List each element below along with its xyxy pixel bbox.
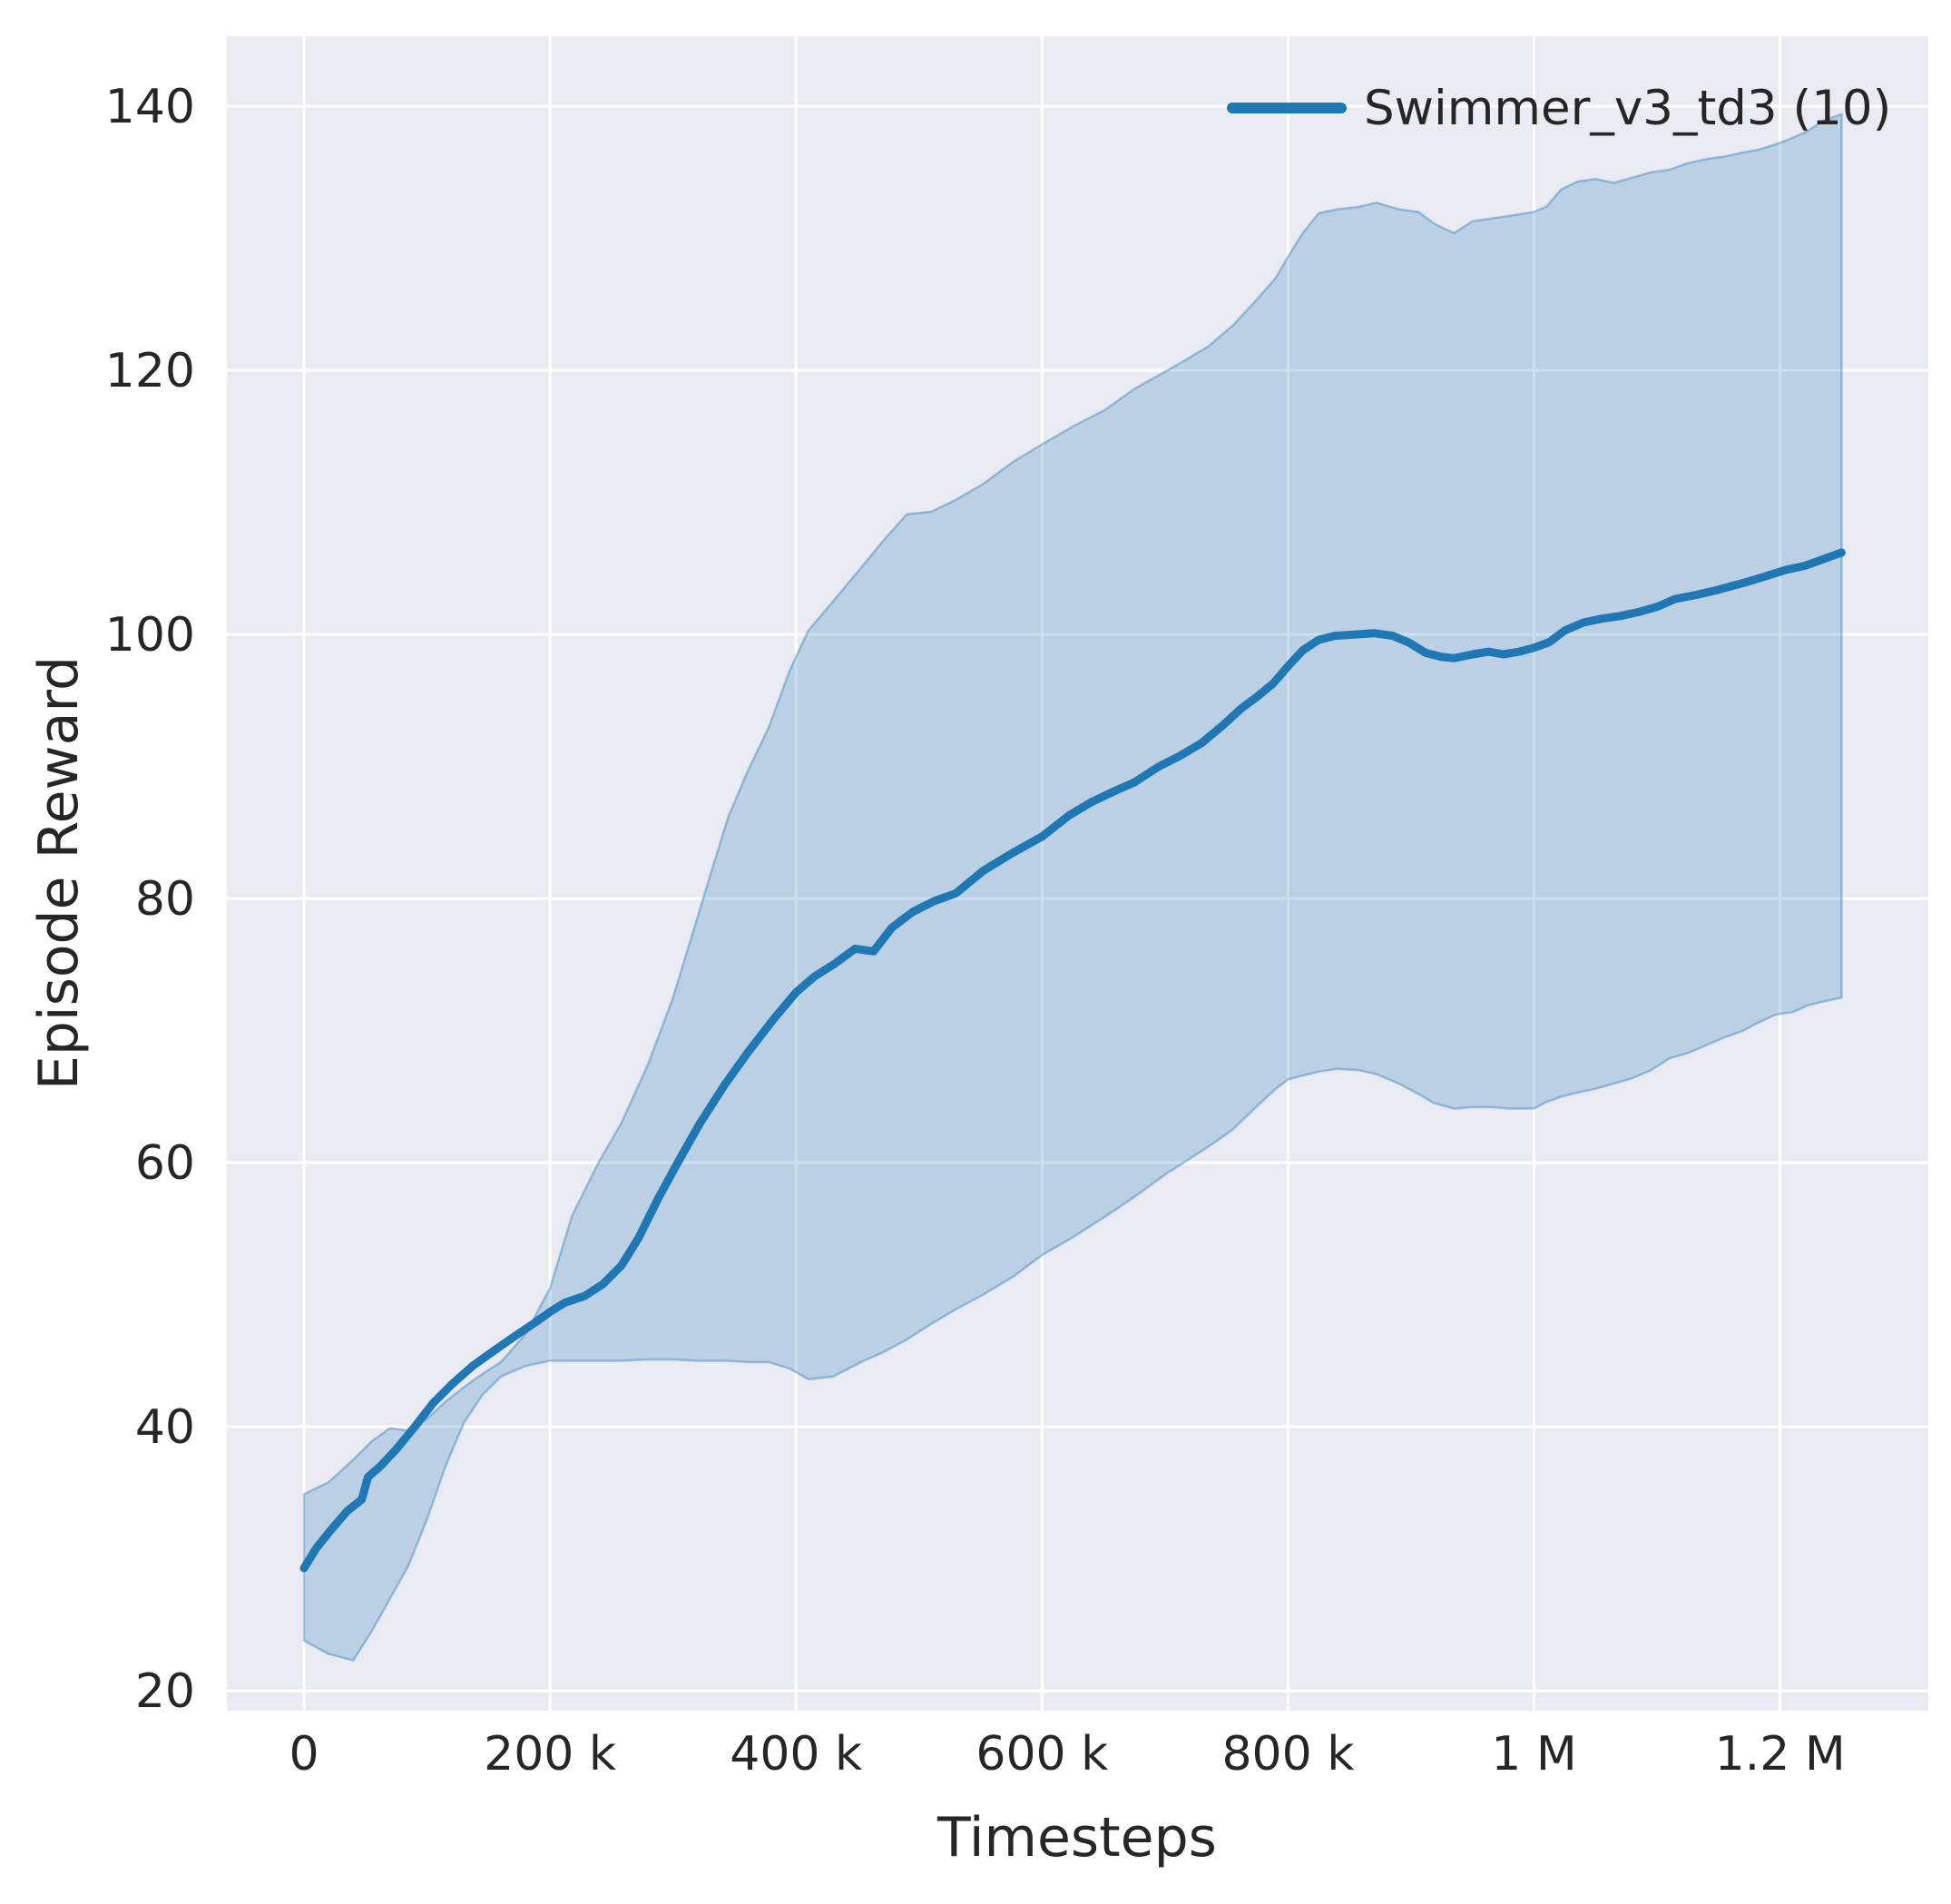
confidence-band	[302, 113, 1843, 1662]
x-tick-label: 400 k	[730, 1727, 862, 1781]
x-tick-label: 200 k	[484, 1727, 616, 1781]
x-tick-label: 600 k	[976, 1727, 1108, 1781]
x-tick-label: 1 M	[1491, 1727, 1576, 1781]
y-tick-label: 120	[105, 344, 195, 398]
y-tick-label: 40	[135, 1400, 195, 1455]
x-tick-label: 800 k	[1221, 1727, 1354, 1781]
y-tick-label: 60	[135, 1136, 195, 1191]
y-tick-label: 80	[135, 872, 195, 927]
mean-line	[299, 548, 1846, 1573]
x-axis-label: Timesteps	[936, 1806, 1217, 1870]
x-tick-label: 1.2 M	[1715, 1727, 1846, 1781]
y-axis-label: Episode Reward	[27, 656, 91, 1090]
y-tick-label: 140	[105, 80, 195, 134]
x-tick-label: 0	[289, 1727, 319, 1781]
y-tick-label: 100	[105, 608, 195, 662]
axes-background	[227, 36, 1928, 1711]
y-tick-label: 20	[135, 1664, 195, 1719]
plot-area: 0 200 k 400 k 600 k 800 k 1 M 1.2 M 20 40 60 80 100…	[105, 36, 1928, 1781]
legend: Swimmer_v3_td3 (10)	[1227, 81, 1891, 136]
legend-label: Swimmer_v3_td3 (10)	[1364, 81, 1891, 136]
